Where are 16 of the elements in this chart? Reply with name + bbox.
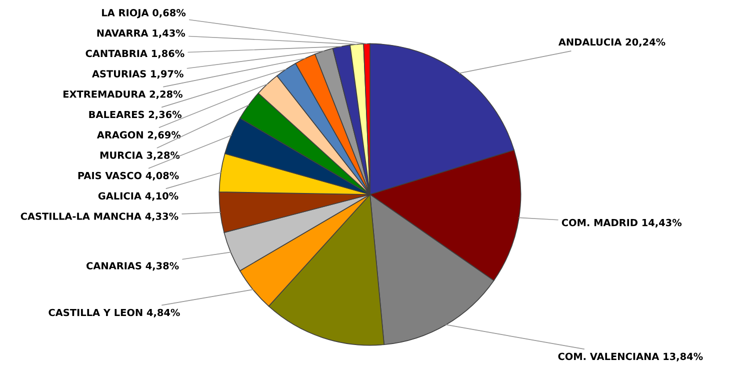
slice-label: NAVARRA 1,43%: [97, 29, 186, 38]
slice-label: EXTREMADURA 2,28%: [64, 90, 182, 100]
slice-label: ASTURIAS 1,97%: [92, 70, 184, 79]
slice-label: ARAGON 2,69%: [96, 131, 181, 140]
slice-label: CANTABRIA 1,86%: [86, 50, 184, 58]
slice-label: LA RIOJA 0,68%: [102, 9, 186, 18]
slice-label: ANDALUCIA 20,24%: [558, 38, 666, 47]
slice-label: CASTILLA-LA MANCHA 4,33%: [20, 212, 178, 222]
slice-label: PAIS VASCO 4,08%: [78, 172, 179, 180]
slice-label: COM. MADRID 14,43%: [562, 218, 682, 228]
slice-label: COM. VALENCIANA 13,84%: [558, 352, 703, 362]
slice-label: GALICIA 4,10%: [98, 192, 178, 201]
slice-label: CANARIAS 4,38%: [86, 262, 179, 271]
slice-label: CASTILLA Y LEON 4,84%: [48, 308, 180, 318]
slice-label: BALEARES 2,36%: [89, 110, 182, 120]
slice-label: MURCIA 3,28%: [100, 152, 180, 160]
